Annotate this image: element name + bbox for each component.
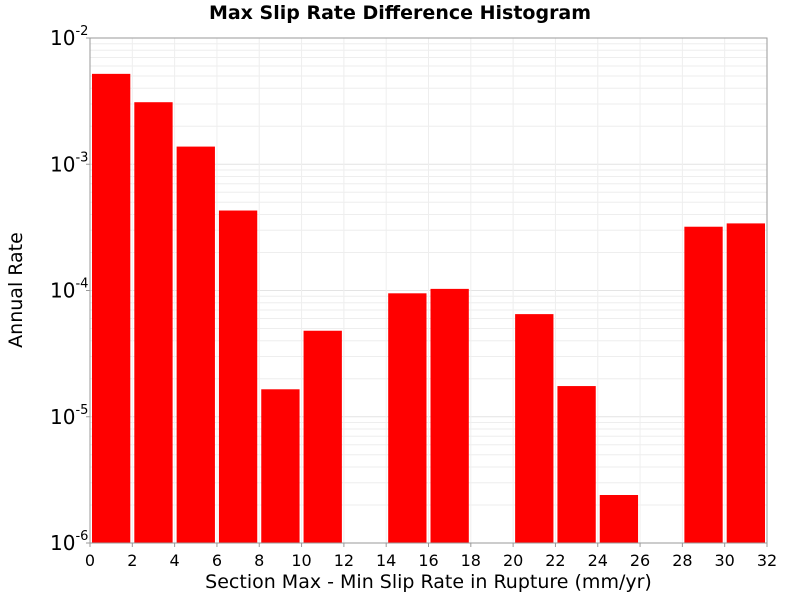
x-axis-ticks: 0 2 4 6 8 10 12 14 16 18 20 22 24 26 28 30 32 (85, 543, 777, 570)
x-tick-label: 30 (715, 551, 735, 570)
histogram-bar (92, 73, 131, 543)
histogram-bar (557, 386, 596, 543)
x-tick-label: 6 (212, 551, 222, 570)
bar-series (92, 73, 765, 544)
y-axis-label: Annual Rate (5, 232, 27, 348)
histogram-bar (726, 223, 765, 543)
histogram-bar (218, 210, 258, 544)
x-tick-label: 26 (630, 551, 650, 570)
x-tick-label: 14 (376, 551, 396, 570)
x-tick-label: 4 (170, 551, 180, 570)
x-tick-label: 20 (503, 551, 523, 570)
x-tick-label: 16 (418, 551, 438, 570)
chart-title: Max Slip Rate Difference Histogram (208, 2, 592, 24)
x-tick-label: 10 (291, 551, 311, 570)
histogram-bar (430, 288, 469, 543)
histogram-bar (303, 330, 342, 543)
x-tick-label: 32 (757, 551, 777, 570)
histogram-bar (261, 389, 300, 543)
histogram-bar (515, 314, 554, 543)
histogram-bar (599, 494, 639, 543)
x-tick-label: 12 (334, 551, 354, 570)
histogram-bar (388, 293, 427, 543)
y-tick-label: 10-5 (50, 403, 88, 429)
histogram-bar (684, 226, 723, 544)
x-tick-label: 8 (254, 551, 264, 570)
x-tick-label: 18 (461, 551, 481, 570)
histogram-bar (176, 146, 215, 543)
x-axis-label: Section Max - Min Slip Rate in Rupture (… (205, 571, 652, 593)
x-tick-label: 0 (85, 551, 95, 570)
x-tick-label: 24 (588, 551, 608, 570)
y-tick-label: 10-3 (50, 150, 88, 176)
histogram-bar (134, 102, 173, 544)
y-axis-ticks: 10-6 10-5 10-4 10-3 10-2 (50, 24, 90, 555)
y-tick-label: 10-2 (50, 24, 88, 50)
x-tick-label: 28 (672, 551, 692, 570)
x-tick-label: 2 (127, 551, 137, 570)
x-tick-label: 22 (545, 551, 565, 570)
y-tick-label: 10-4 (50, 277, 88, 303)
y-tick-label: 10-6 (50, 529, 88, 555)
